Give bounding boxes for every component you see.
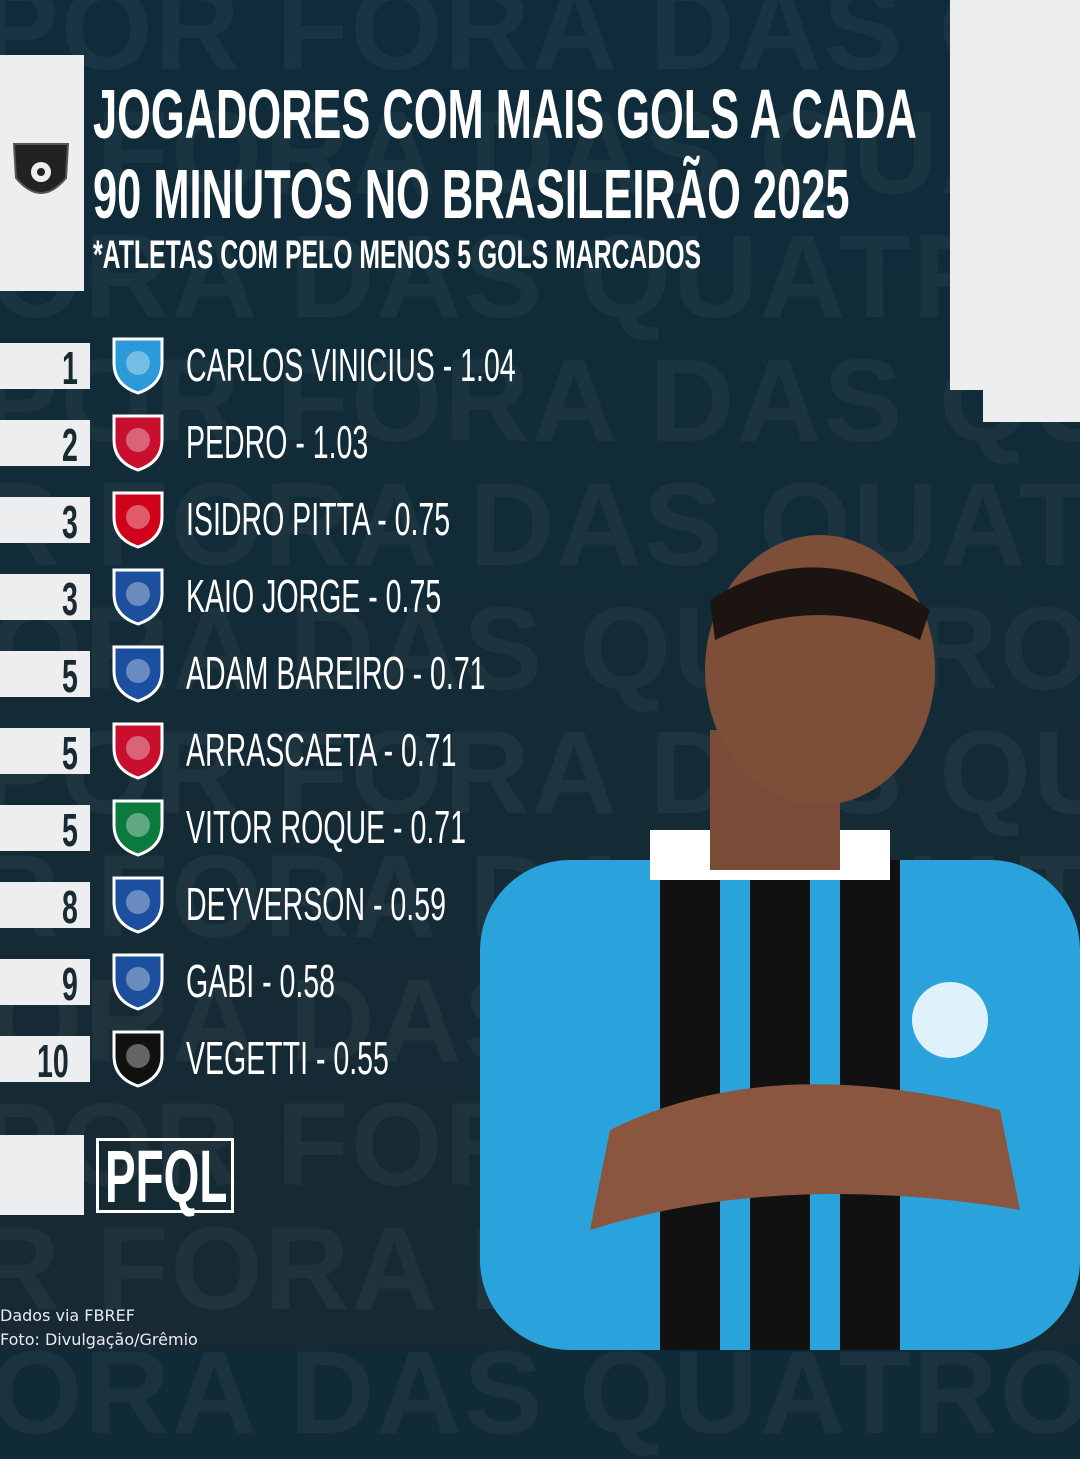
rank-number: 3 xyxy=(62,496,79,548)
player-name-value: DEYVERSON - 0.59 xyxy=(186,878,446,930)
rank-number: 5 xyxy=(62,804,79,856)
subtitle-text: *ATLETAS COM PELO MENOS 5 GOLS MARCADOS xyxy=(93,233,702,277)
player-name-value: VITOR ROQUE - 0.71 xyxy=(186,801,466,853)
player-photo xyxy=(480,535,1080,1350)
fortaleza-crest-icon xyxy=(112,645,164,703)
rank-number: 2 xyxy=(62,419,79,471)
rank-badge: 9 xyxy=(0,958,90,1010)
rank-number: 10 xyxy=(36,1035,69,1087)
flamengo-crest-icon xyxy=(112,414,164,472)
watermark-text: POR FORA DAS QUATRO LINHAS POR FORA DAS … xyxy=(0,1334,1080,1452)
gremio-crest-icon xyxy=(112,337,164,395)
pfql-logo: PFQL xyxy=(96,1135,234,1218)
watermark-text: POR FORA DAS QUATRO LINHAS POR FORA DAS … xyxy=(0,94,1080,212)
rank-number: 5 xyxy=(62,650,79,702)
data-source: Dados via FBREF xyxy=(0,1306,135,1325)
cruzeiro-crest-icon xyxy=(112,953,164,1011)
decor-panel xyxy=(950,0,1080,390)
subtitle: *ATLETAS COM PELO MENOS 5 GOLS MARCADOS xyxy=(93,232,1074,278)
title-line: JOGADORES COM MAIS GOLS A CADA xyxy=(93,75,917,153)
rank-badge: 3 xyxy=(0,573,90,625)
vasco-crest-icon xyxy=(112,1030,164,1088)
rank-badge: 3 xyxy=(0,496,90,548)
player-name-value: ADAM BAREIRO - 0.71 xyxy=(186,647,486,699)
logo-text: PFQL xyxy=(105,1135,228,1218)
rank-badge: 2 xyxy=(0,419,90,471)
rank-badge: 8 xyxy=(0,881,90,933)
player-name-value: VEGETTI - 0.55 xyxy=(186,1032,389,1084)
flamengo-crest-icon xyxy=(112,722,164,780)
player-name-value: KAIO JORGE - 0.75 xyxy=(186,570,442,622)
decor-panel xyxy=(0,1135,84,1215)
ranking-row: 1 CARLOS VINICIUS - 1.04 xyxy=(0,337,600,395)
brasileirao-logo-icon xyxy=(12,143,70,194)
ranking-row: 3 ISIDRO PITTA - 0.75 xyxy=(0,491,600,549)
rank-number: 3 xyxy=(62,573,79,625)
ranking-row: 3 KAIO JORGE - 0.75 xyxy=(0,568,600,626)
rank-number: 9 xyxy=(62,958,79,1010)
ranking-row: 9 GABI - 0.58 xyxy=(0,953,600,1011)
rank-badge: 10 xyxy=(0,1035,90,1087)
cruzeiro-crest-icon xyxy=(112,568,164,626)
rank-badge: 5 xyxy=(0,727,90,779)
palmeiras-crest-icon xyxy=(112,799,164,857)
watermark-text: POR FORA DAS QUATRO LINHAS POR FORA DAS … xyxy=(0,342,1080,460)
ranking-row: 8 DEYVERSON - 0.59 xyxy=(0,876,600,934)
watermark-text: POR FORA DAS QUATRO LINHAS POR FORA DAS … xyxy=(0,218,1080,336)
red-bull-bragantino-crest-icon xyxy=(112,491,164,549)
decor-panel xyxy=(983,380,1080,422)
page-title: JOGADORES COM MAIS GOLS A CADA 90 MINUTO… xyxy=(93,74,1080,234)
player-name-value: GABI - 0.58 xyxy=(186,955,336,1007)
rank-number: 8 xyxy=(62,881,79,933)
rank-number: 1 xyxy=(62,342,79,394)
fortaleza-crest-icon xyxy=(112,876,164,934)
ranking-row: 5 ADAM BAREIRO - 0.71 xyxy=(0,645,600,703)
player-name-value: PEDRO - 1.03 xyxy=(186,416,369,468)
player-name-value: CARLOS VINICIUS - 1.04 xyxy=(186,339,516,391)
ranking-row: 2 PEDRO - 1.03 xyxy=(0,414,600,472)
ranking-row: 5 ARRASCAETA - 0.71 xyxy=(0,722,600,780)
player-name-value: ISIDRO PITTA - 0.75 xyxy=(186,493,451,545)
player-name-value: ARRASCAETA - 0.71 xyxy=(186,724,457,776)
watermark-text: POR FORA DAS QUATRO LINHAS POR FORA DAS … xyxy=(0,0,1080,88)
ranking-row: 5 VITOR ROQUE - 0.71 xyxy=(0,799,600,857)
title-line: 90 MINUTOS NO BRASILEIRÃO 2025 xyxy=(93,155,850,233)
rank-badge: 5 xyxy=(0,804,90,856)
rank-number: 5 xyxy=(62,727,79,779)
watermark-text: POR FORA DAS QUATRO LINHAS POR FORA DAS … xyxy=(0,466,1080,584)
ranking-row: 10 VEGETTI - 0.55 xyxy=(0,1030,600,1088)
rank-badge: 1 xyxy=(0,342,90,394)
rank-badge: 5 xyxy=(0,650,90,702)
photo-credit: Foto: Divulgação/Grêmio xyxy=(0,1330,198,1349)
